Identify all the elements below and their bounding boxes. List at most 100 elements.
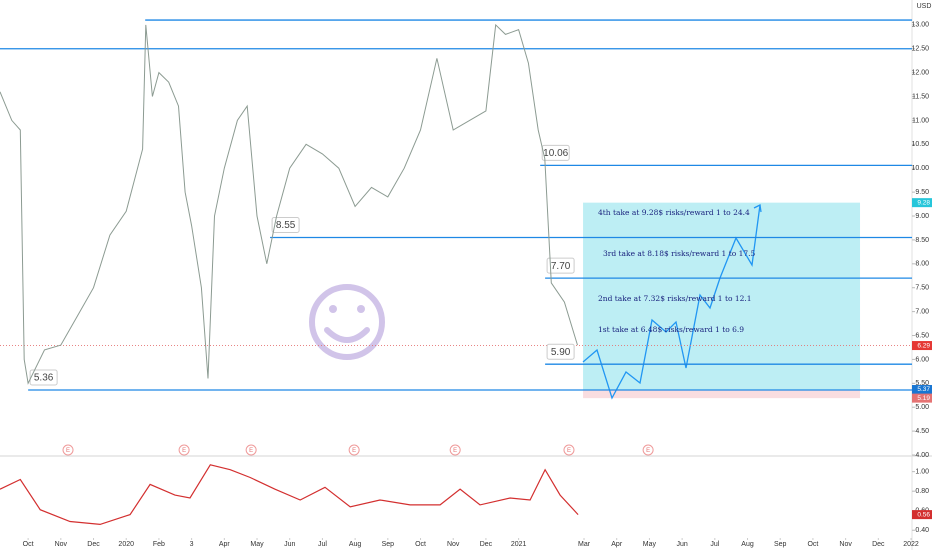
y-tick-label: 12.50 <box>911 46 929 53</box>
x-tick-label: Dec <box>480 541 493 548</box>
price-badge-label: 5.19 <box>917 395 930 402</box>
x-tick-label: 2021 <box>511 541 527 548</box>
level-label: 10.06 <box>543 148 568 159</box>
y-tick-label: 7.50 <box>915 285 929 292</box>
earnings-marker <box>245 444 257 456</box>
y-tick-label: 11.50 <box>912 93 929 100</box>
price-badge-label: 0.56 <box>917 511 930 518</box>
take-annotation: 4th take at 9.28$ risks/reward 1 to 24.4 <box>598 208 750 217</box>
x-tick-label: Nov <box>55 541 68 548</box>
x-tick-label: Jun <box>284 541 295 548</box>
earnings-marker <box>348 444 360 456</box>
x-tick-label: 2022 <box>903 541 919 548</box>
level-label: 7.70 <box>551 261 571 272</box>
y-tick-label: 5.50 <box>915 380 929 387</box>
price-badge <box>912 385 932 395</box>
x-tick-label: Dec <box>87 541 100 548</box>
currency: USD <box>917 3 932 10</box>
y-tick-label: 6.50 <box>915 332 929 339</box>
y-tick-label: 0.80 <box>915 488 929 495</box>
y-tick-label: 10.50 <box>911 141 929 148</box>
zones <box>583 202 861 399</box>
smiley-mouth <box>324 327 370 343</box>
y-tick-label: 4.50 <box>915 428 929 435</box>
y-tick-label: 9.00 <box>915 213 929 220</box>
y-tick-label: 4.00 <box>915 452 929 459</box>
take-annotation: 2nd take at 7.32$ risks/reward 1 to 12.1 <box>598 294 752 303</box>
level-label-box <box>29 369 58 386</box>
x-tick-label: Oct <box>23 541 34 548</box>
price-badge <box>912 510 932 520</box>
smiley-eye <box>329 305 337 313</box>
x-tick-label: May <box>643 541 657 548</box>
price-badge-label: 9.28 <box>917 199 930 206</box>
earnings-label: E <box>182 448 186 454</box>
level-label-box <box>546 343 575 360</box>
x-tick-label: Feb <box>153 541 165 548</box>
price-line <box>0 23 578 385</box>
x-tick-label: Mar <box>578 541 591 548</box>
x-tick-label: 2020 <box>118 541 134 548</box>
earnings-marker <box>62 444 74 456</box>
x-tick-label: Nov <box>839 541 852 548</box>
earnings-marker <box>178 444 190 456</box>
level-label-box <box>546 257 575 274</box>
y-tick-label: 13.00 <box>911 22 929 29</box>
x-tick-label: Nov <box>447 541 460 548</box>
earnings-label: E <box>567 448 571 454</box>
price-badge-label: 6.29 <box>917 342 930 349</box>
x-tick-label: Oct <box>807 541 818 548</box>
y-tick-label: 9.50 <box>915 189 929 196</box>
earnings-label: E <box>453 448 457 454</box>
level-label-box <box>271 217 300 234</box>
x-tick-label: 3 <box>190 541 194 548</box>
level-label: 5.90 <box>551 347 571 358</box>
smiley-eye <box>357 305 365 313</box>
level-label: 5.36 <box>34 373 54 384</box>
earnings-marker <box>563 444 575 456</box>
x-tick-label: Sep <box>774 541 787 548</box>
y-tick-label: 8.00 <box>915 261 929 268</box>
y-tick-label: 0.40 <box>915 527 929 534</box>
earnings-label: E <box>352 448 356 454</box>
price-badge <box>912 198 932 208</box>
x-tick-label: Dec <box>872 541 885 548</box>
x-tick-label: Aug <box>741 541 754 548</box>
x-tick-label: Aug <box>349 541 362 548</box>
price-line <box>0 464 579 526</box>
x-tick-label: Jun <box>676 541 687 548</box>
smiley <box>309 284 385 360</box>
x-tick-label: Jul <box>710 541 719 548</box>
take-annotation: 3rd take at 8.18$ risks/reward 1 to 17.5 <box>603 249 756 258</box>
y-tick-label: 10.00 <box>911 165 929 172</box>
y-tick-label: 12.00 <box>911 69 929 76</box>
zone <box>583 390 861 399</box>
projection-arrow <box>753 204 762 213</box>
y-tick-label: 8.50 <box>915 237 929 244</box>
price-badge <box>912 393 932 403</box>
take-annotation: 1st take at 6.48$ risks/reward 1 to 6.9 <box>598 325 744 334</box>
earnings-marker <box>642 444 654 456</box>
level-label-box <box>541 144 570 161</box>
price-badge-label: 5.37 <box>917 386 930 393</box>
level-label: 8.55 <box>276 220 296 231</box>
x-tick-label: Apr <box>611 541 623 548</box>
y-tick-label: 6.00 <box>915 356 929 363</box>
y-tick-label: 7.00 <box>915 308 929 315</box>
projection-path <box>582 204 761 400</box>
y-tick-label: 11.00 <box>912 117 929 124</box>
x-tick-label: Jul <box>318 541 327 548</box>
x-tick-label: May <box>250 541 264 548</box>
y-tick-label: 1.00 <box>915 469 929 476</box>
earnings-marker <box>449 444 461 456</box>
zone <box>583 202 861 390</box>
x-tick-label: Oct <box>415 541 426 548</box>
price-badge <box>912 341 932 351</box>
earnings-label: E <box>66 448 70 454</box>
y-tick-label: 5.00 <box>915 404 929 411</box>
x-tick-label: Sep <box>382 541 395 548</box>
x-tick-label: Apr <box>219 541 231 548</box>
earnings-label: E <box>249 448 253 454</box>
earnings-label: E <box>646 448 650 454</box>
